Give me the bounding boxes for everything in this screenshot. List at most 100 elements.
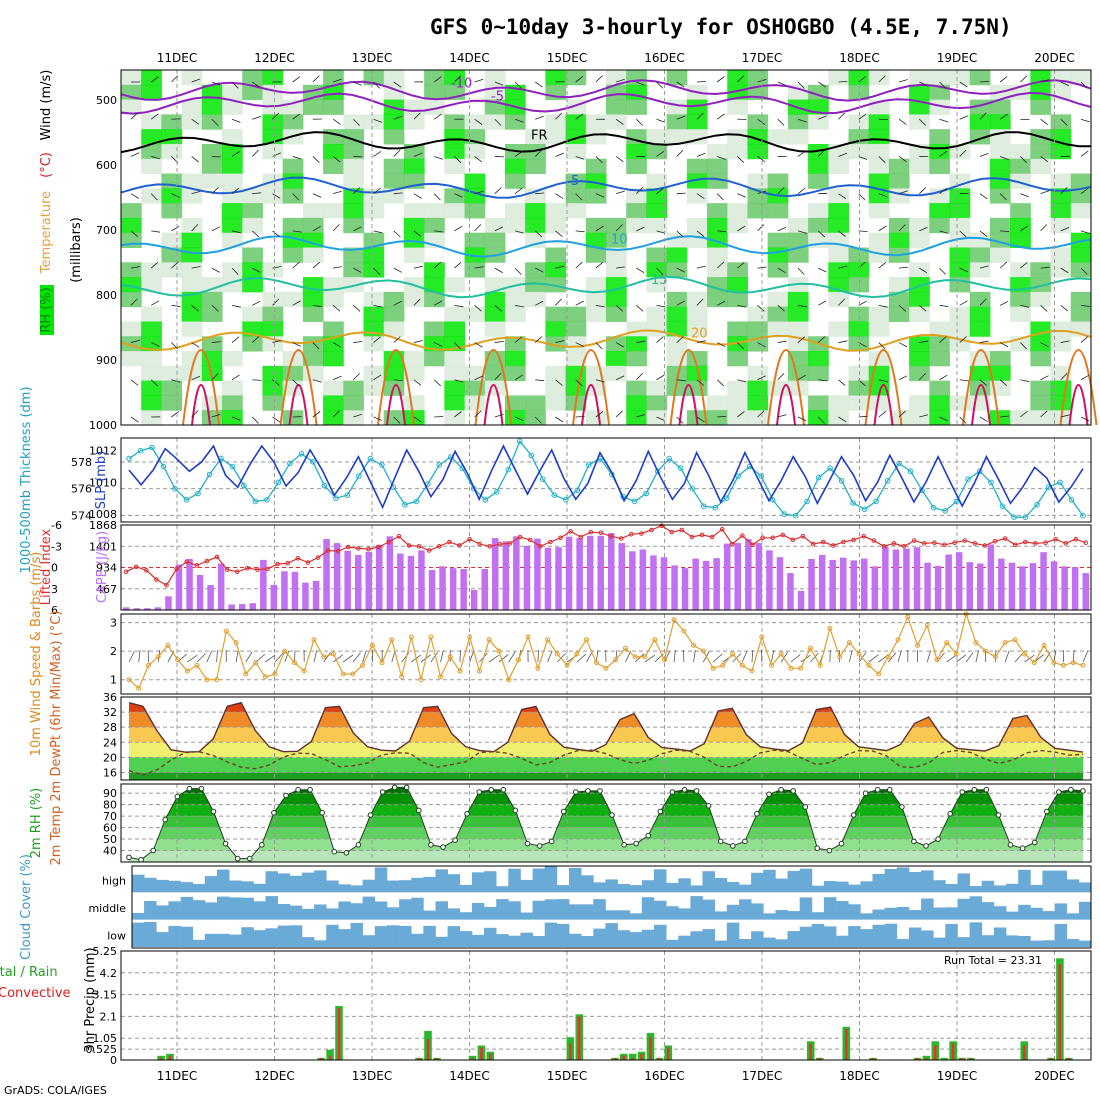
wind-barb [818, 379, 828, 382]
lifted-index-point [184, 559, 189, 565]
lifted-index-point [942, 542, 947, 548]
cape-bar [745, 539, 752, 610]
cloud-cover-bar [326, 908, 339, 921]
temp-band [129, 772, 1083, 780]
rh-cell [141, 306, 162, 322]
wind-speed-point [243, 671, 249, 677]
rh-cell [626, 129, 647, 145]
contour-label: -5 [491, 89, 504, 104]
rh-cell [727, 351, 748, 367]
rh-cell [929, 321, 951, 337]
wind-barb [494, 267, 503, 273]
cloud-cover-bar [229, 897, 242, 921]
rh-cell [282, 291, 304, 308]
rh-cell [181, 70, 203, 86]
cloud-cover-bar [241, 881, 254, 894]
cloud-cover-bar [192, 900, 206, 921]
rh-cell [929, 217, 951, 234]
lifted-index-point [497, 541, 503, 547]
cloud-cover-bar [350, 922, 363, 948]
rh-cell [646, 173, 668, 189]
rh-cell [242, 277, 263, 293]
rh-cell [141, 410, 162, 426]
rh-cell [121, 262, 142, 278]
rh-cell [282, 410, 304, 426]
rh-cell [909, 232, 930, 248]
cape-bar [1008, 562, 1016, 610]
wind-barb [636, 118, 643, 126]
wind-barb [474, 118, 483, 125]
lifted-index-point [992, 539, 998, 544]
slp-point [850, 500, 856, 506]
contour-label: 20 [691, 327, 708, 342]
wind-barb [191, 78, 201, 83]
rh-cell [787, 365, 809, 382]
date-tick-bottom: 14DEC [449, 1069, 489, 1083]
rh-cell [767, 306, 789, 322]
rh-cell [747, 306, 769, 322]
lifted-index-point [982, 543, 988, 548]
rh-point [597, 788, 603, 794]
wind-barb [676, 379, 686, 382]
cape-bar [861, 558, 868, 610]
wind-barb [272, 112, 280, 120]
rh-cell [585, 306, 607, 322]
cloud-cover-bar [981, 880, 995, 894]
wind-barb [191, 224, 199, 232]
wind-barb [292, 230, 302, 233]
wind-barb [595, 225, 604, 232]
wind-barb [272, 379, 280, 386]
rh-cell [828, 395, 849, 411]
wind-barb [676, 267, 685, 273]
precip-tick: 3.15 [93, 989, 118, 1002]
lifted-index-point [517, 534, 523, 540]
lifted-index-point [295, 556, 301, 561]
wind-barb [576, 653, 587, 663]
wind-speed-point [623, 645, 628, 651]
wind-barb [838, 193, 847, 200]
rh-cell [686, 380, 708, 396]
wind-barb [717, 230, 727, 233]
cloud-cover-bar [204, 876, 218, 894]
rh-cell [424, 203, 445, 219]
wind-barb [615, 305, 624, 312]
lifted-index-point [275, 561, 280, 567]
cloud-cover-bar [945, 923, 958, 948]
dewpoint-line [128, 749, 1084, 776]
wind-speed-point [476, 668, 482, 674]
rh-cell [606, 232, 627, 248]
wind-barb [999, 76, 1008, 83]
wind-barb [636, 305, 644, 312]
rh-cell [403, 410, 425, 426]
warm-contour [182, 349, 220, 426]
cloud-cover-bar [678, 935, 691, 948]
wind-barb [664, 651, 671, 663]
precip-axis-label: 3hr Precip (mm) [83, 947, 98, 1052]
rh-cell [585, 365, 607, 382]
lifted-index-point [962, 538, 968, 543]
cloud-cover-bar [484, 871, 497, 894]
wind-barb [1072, 649, 1075, 663]
wind-barb [191, 266, 201, 269]
rh-cell [989, 114, 1011, 130]
rh-cell [949, 321, 971, 337]
cape-bar [144, 608, 151, 610]
wind-barb [979, 80, 989, 83]
rh-cell [121, 99, 142, 115]
wind-barb [1080, 187, 1089, 194]
rh-point [633, 840, 640, 847]
rh-point [391, 784, 398, 791]
wind-barb [1020, 304, 1030, 308]
wind-barb [716, 342, 726, 348]
wind-barb [413, 298, 421, 306]
rh-cell [1010, 232, 1031, 248]
wind-barb [1080, 416, 1090, 422]
temp-band [129, 757, 1083, 773]
lifted-index-point [679, 527, 685, 533]
rh-cell [262, 306, 284, 322]
wind-barb [1000, 156, 1009, 160]
wind-barb [514, 187, 523, 194]
rh-cell [444, 395, 466, 411]
wind-barb [1080, 230, 1090, 234]
lifted-index-point [447, 539, 452, 545]
